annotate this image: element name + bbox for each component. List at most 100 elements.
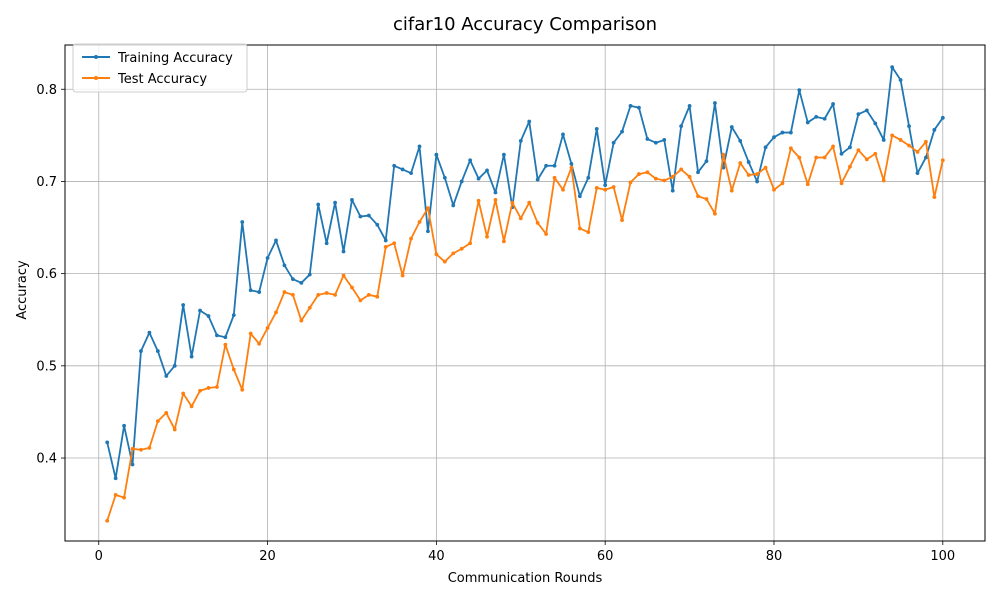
data-point <box>577 226 582 231</box>
data-point <box>139 447 143 452</box>
data-point <box>147 445 152 450</box>
data-point <box>915 171 920 176</box>
data-point <box>172 363 177 368</box>
axis-ticks: 0 20 40 60 80 100 0.4 0.5 0.6 0.7 0.8 <box>36 83 955 564</box>
data-point <box>620 218 624 223</box>
data-point <box>856 148 861 153</box>
y-tick-label: 0.6 <box>36 267 57 282</box>
chart-title: cifar10 Accuracy Comparison <box>393 14 657 35</box>
data-point <box>290 277 295 282</box>
data-point <box>881 138 886 142</box>
data-point <box>586 230 591 235</box>
series-training <box>105 65 945 481</box>
data-point <box>729 188 734 193</box>
data-point <box>814 155 819 160</box>
data-point <box>687 174 692 179</box>
legend-label-training: Training Accuracy <box>117 51 233 66</box>
data-point <box>797 88 802 93</box>
data-point <box>755 179 760 184</box>
data-point <box>544 163 549 168</box>
data-point <box>797 155 802 160</box>
data-point <box>434 152 439 157</box>
data-point <box>518 216 523 221</box>
data-point <box>206 314 211 318</box>
data-point <box>181 303 186 307</box>
data-point <box>476 176 481 181</box>
data-point <box>493 190 498 195</box>
data-point <box>670 188 675 193</box>
x-axis-label: Communication Rounds <box>448 571 603 586</box>
data-point <box>561 132 565 137</box>
data-point <box>620 129 624 134</box>
data-point <box>746 160 751 164</box>
x-tick-label: 60 <box>597 549 614 564</box>
data-point <box>721 152 726 157</box>
data-point <box>358 214 363 219</box>
data-point <box>350 197 354 202</box>
data-point <box>189 354 194 359</box>
data-point <box>392 163 397 168</box>
data-point <box>687 103 692 108</box>
data-point <box>535 221 540 225</box>
data-point <box>493 197 498 202</box>
data-point <box>653 140 658 145</box>
data-point <box>552 175 557 180</box>
data-point <box>265 256 270 260</box>
legend-box <box>72 43 248 93</box>
data-point <box>248 288 253 293</box>
data-point <box>215 385 219 389</box>
data-point <box>417 144 422 149</box>
data-point <box>366 292 371 297</box>
data-point <box>611 185 616 189</box>
series-layer <box>105 65 945 523</box>
data-point <box>299 280 304 285</box>
data-point <box>603 183 608 188</box>
data-point <box>459 246 464 251</box>
data-point <box>704 197 709 201</box>
data-point <box>738 138 743 143</box>
data-point <box>257 290 262 294</box>
data-point <box>375 294 380 299</box>
y-tick-label: 0.4 <box>36 452 57 467</box>
data-point <box>645 170 650 175</box>
data-point <box>907 124 911 129</box>
data-point <box>696 170 700 175</box>
x-tick-label: 80 <box>766 549 783 564</box>
plot-frame <box>64 44 986 542</box>
data-point <box>772 135 776 140</box>
data-point <box>831 144 835 149</box>
data-point <box>772 187 776 192</box>
data-point <box>476 198 481 203</box>
data-point <box>468 241 473 246</box>
data-point <box>409 236 413 241</box>
data-point <box>299 318 304 323</box>
data-point <box>848 164 852 169</box>
data-point <box>350 285 354 290</box>
data-point <box>316 292 321 297</box>
data-point <box>451 203 456 208</box>
data-point <box>788 146 793 151</box>
data-point <box>122 495 126 500</box>
data-point <box>898 138 903 142</box>
series-line <box>106 134 944 521</box>
data-point <box>383 245 388 249</box>
data-point <box>400 273 405 278</box>
data-point <box>257 341 262 346</box>
data-point <box>713 211 717 216</box>
data-point <box>442 259 447 264</box>
data-point <box>839 151 844 156</box>
data-point <box>215 333 219 338</box>
data-point <box>307 305 312 310</box>
data-point <box>442 175 447 180</box>
data-point <box>105 440 110 445</box>
data-point <box>459 179 464 184</box>
data-point <box>409 171 413 176</box>
data-point <box>240 387 245 392</box>
data-point <box>603 187 608 192</box>
data-point <box>577 194 582 199</box>
data-point <box>341 273 346 278</box>
data-point <box>451 251 456 256</box>
data-point <box>898 78 903 82</box>
data-point <box>248 331 253 336</box>
data-point <box>940 158 945 163</box>
